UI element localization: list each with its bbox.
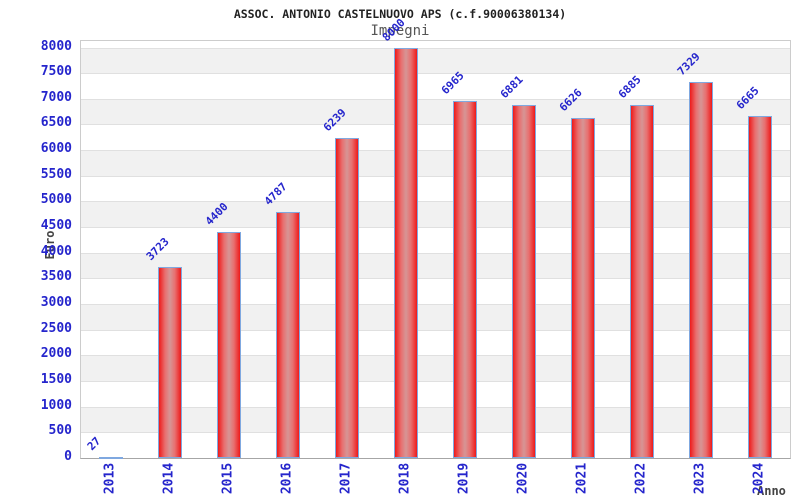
y-tick-label: 7000: [40, 89, 72, 105]
y-tick-label: 500: [48, 423, 72, 439]
grid-band: [81, 47, 790, 74]
grid-band: [81, 98, 790, 125]
y-tick-label: 6500: [40, 115, 72, 131]
bar: [334, 137, 359, 458]
grid-line: [81, 150, 790, 152]
grid-band: [81, 406, 790, 433]
bar: [157, 266, 182, 458]
grid-band: [81, 124, 790, 150]
grid-line: [81, 227, 790, 229]
x-axis-title: Anno: [757, 484, 786, 498]
y-tick-label: 2500: [40, 320, 72, 336]
x-tick-label: 2015: [220, 462, 236, 495]
x-tick-label: 2014: [161, 462, 177, 495]
grid-band: [81, 176, 790, 202]
bar: [275, 212, 300, 458]
bar: [453, 100, 478, 458]
y-tick-label: 5000: [40, 192, 72, 208]
y-tick-label: 3000: [40, 295, 72, 311]
grid-line: [81, 304, 790, 306]
grid-line: [81, 47, 790, 49]
grid-band: [81, 201, 790, 228]
x-tick-label: 2024: [751, 462, 767, 495]
grid-line: [81, 381, 790, 383]
grid-band: [81, 355, 790, 382]
x-tick-label: 2020: [515, 462, 531, 495]
grid-line: [81, 201, 790, 203]
y-tick-label: 1000: [40, 397, 72, 413]
bar: [571, 118, 596, 458]
x-tick-label: 2019: [456, 462, 472, 495]
x-tick-label: 2017: [338, 462, 354, 495]
grid-line: [81, 432, 790, 434]
bar: [98, 456, 123, 459]
grid-line: [81, 124, 790, 126]
y-tick-label: 7500: [40, 64, 72, 80]
x-tick-label: 2022: [633, 462, 649, 495]
y-tick-label: 0: [64, 449, 72, 464]
plot-area: 27 3723 4400 4787 6239 8000 6965 6881 6626 6885 73…: [80, 16, 791, 459]
bar: [748, 116, 773, 458]
chart-title: ASSOC. ANTONIO CASTELNUOVO APS (c.f.9000…: [233, 7, 567, 21]
grid-band: [81, 278, 790, 304]
bar: [216, 232, 241, 458]
bar: [393, 47, 418, 458]
grid-line: [81, 98, 790, 100]
y-tick-label: 5500: [40, 166, 72, 182]
grid-line: [81, 175, 790, 177]
bar: [630, 104, 655, 458]
grid-band: [81, 150, 790, 176]
y-tick-label: 6000: [40, 141, 72, 157]
grid-band: [81, 227, 790, 253]
grid-line: [81, 406, 790, 408]
x-tick-label: 2013: [102, 462, 118, 495]
grid-band: [81, 381, 790, 407]
grid-band: [81, 432, 790, 458]
chart-subtitle: Impegni: [370, 23, 430, 39]
y-tick-label: 8000: [40, 38, 72, 54]
grid-line: [81, 329, 790, 331]
y-tick-label: 1500: [40, 372, 72, 388]
y-tick-label: 3500: [40, 269, 72, 285]
x-tick-label: 2016: [279, 462, 295, 495]
x-tick-label: 2021: [574, 462, 590, 495]
grid-line: [81, 355, 790, 357]
x-tick-label: 2018: [397, 462, 413, 495]
bar: [689, 81, 714, 458]
grid-band: [81, 330, 790, 356]
y-tick-label: 4500: [40, 218, 72, 234]
grid-line: [81, 252, 790, 254]
y-tick-label: 4000: [40, 243, 72, 259]
grid-line: [81, 278, 790, 280]
y-tick-label: 2000: [40, 346, 72, 362]
grid-band: [81, 304, 790, 330]
grid-band: [81, 252, 790, 279]
grid-line: [81, 73, 790, 75]
x-tick-label: 2023: [692, 462, 708, 495]
bar: [512, 104, 537, 458]
